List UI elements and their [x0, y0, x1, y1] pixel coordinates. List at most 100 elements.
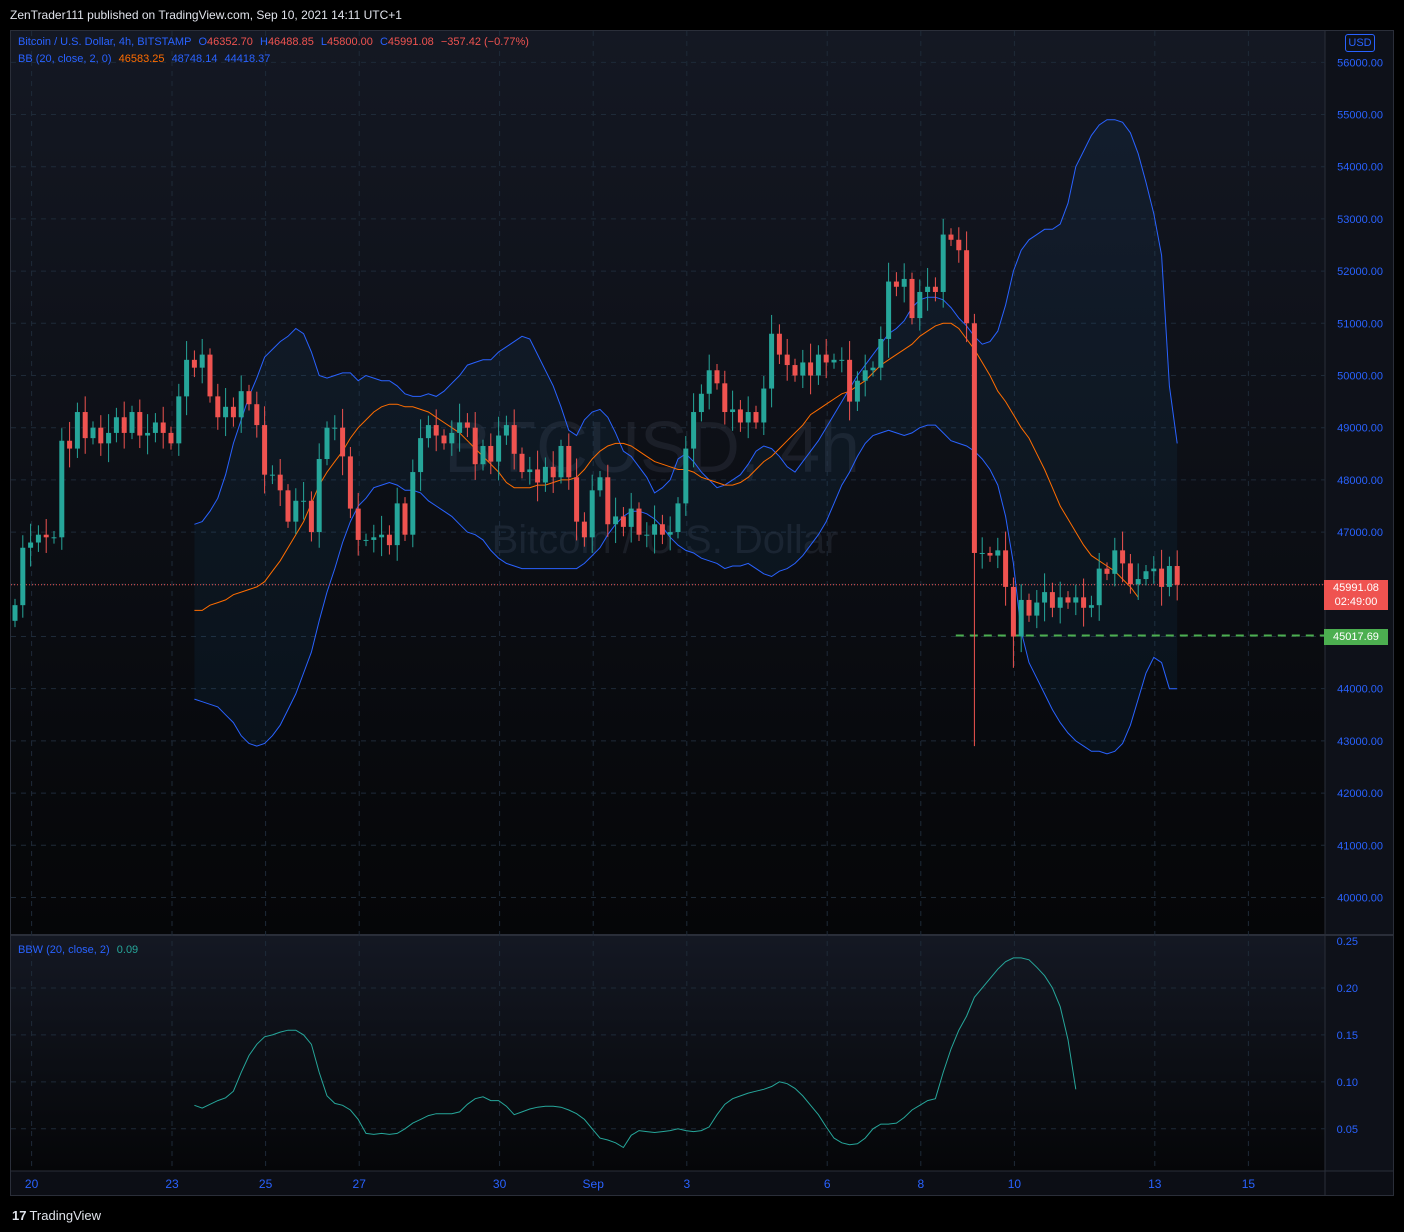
bbw-tick-label: 0.10 [1337, 1077, 1358, 1089]
candle-body [418, 438, 424, 473]
candle-body [472, 427, 478, 465]
tradingview-brand: TradingView [29, 1208, 102, 1223]
bb-basis-line [194, 322, 1139, 611]
candle-body [262, 425, 268, 475]
bb-lower-value: 44418.37 [224, 53, 271, 65]
candle-body [722, 383, 728, 413]
bbw-line [194, 957, 1077, 1149]
time-tick-label: 27 [353, 1177, 367, 1191]
candle-body [706, 370, 712, 394]
bollinger-band-fill [194, 119, 1178, 754]
price-tick-label: 50000.00 [1337, 370, 1383, 382]
bbw-tick-label: 0.15 [1337, 1030, 1358, 1042]
candle-body [1034, 602, 1040, 616]
price-tick-label: 53000.00 [1337, 214, 1383, 226]
candle-body [402, 503, 408, 535]
candle-body [964, 250, 970, 324]
candle-body [394, 503, 400, 546]
bbw-tick-label: 0.05 [1337, 1124, 1358, 1136]
candle-body [714, 370, 720, 384]
open-value: 46352.70 [207, 36, 253, 48]
candle-body [644, 534, 650, 536]
main-legend[interactable]: Bitcoin / U.S. Dollar, 4h, BITSTAMP O463… [18, 36, 533, 48]
candle-body [698, 393, 704, 413]
candle-body [620, 516, 626, 527]
candle-body [215, 396, 221, 418]
candle-body [433, 425, 439, 436]
candle-body [1088, 605, 1094, 608]
candle-body [956, 239, 962, 251]
time-axis: 20 23 25 27 30 Sep 3 6 8 10 13 15 [25, 1177, 1255, 1191]
candle-body [1042, 592, 1048, 603]
candle-body [199, 354, 205, 368]
bb-legend[interactable]: BB (20, close, 2, 0) 46583.25 48748.14 4… [18, 53, 274, 65]
publisher-line: ZenTrader111 published on TradingView.co… [10, 8, 402, 22]
candle-body [51, 537, 57, 539]
tradingview-logo[interactable]: 17 TradingView [12, 1208, 101, 1223]
candle-body [191, 359, 197, 368]
bbw-legend[interactable]: BBW (20, close, 2) 0.09 [18, 944, 142, 956]
candle-body [862, 370, 868, 381]
candle-body [800, 362, 806, 376]
candle-body [98, 427, 104, 444]
candle-body [776, 333, 782, 355]
low-value: 45800.00 [327, 36, 373, 48]
candle-body [550, 466, 556, 478]
time-tick-label: 23 [165, 1177, 179, 1191]
bbw-axis: 0.25 0.20 0.15 0.10 0.05 [1337, 936, 1358, 1136]
candle-body [347, 456, 353, 509]
candle-body [605, 477, 611, 525]
candle-body [1010, 586, 1016, 637]
watermark-description: Bitcoin / U.S. Dollar [492, 518, 839, 562]
close-value: 45991.08 [387, 36, 434, 48]
candle-body [1112, 550, 1118, 574]
candle-body [675, 503, 681, 533]
candle-body [480, 445, 486, 465]
candle-body [761, 388, 767, 423]
candle-body [371, 537, 377, 540]
candle-body [238, 391, 244, 418]
candle-body [784, 354, 790, 366]
candle-body [129, 412, 135, 433]
candle-body [496, 435, 502, 462]
candle-body [870, 367, 876, 371]
candle-body [542, 466, 548, 483]
candle-body [823, 354, 829, 363]
candle-body [308, 500, 314, 533]
candle-body [379, 534, 385, 538]
candle-body [20, 547, 26, 606]
price-tick-label: 44000.00 [1337, 684, 1383, 696]
bb-fill-area [194, 119, 1178, 754]
bbw-indicator [194, 957, 1077, 1149]
time-tick-label: Sep [583, 1177, 605, 1191]
candle-body [1065, 597, 1071, 603]
candle-body [113, 417, 119, 433]
time-tick-label: 13 [1148, 1177, 1162, 1191]
candle-body [1096, 568, 1102, 606]
candle-body [893, 281, 899, 287]
candle-body [363, 539, 369, 541]
candle-body [940, 234, 946, 292]
candle-body [886, 281, 892, 339]
candle-body [301, 500, 307, 502]
candle-body [1143, 571, 1149, 580]
price-tick-label: 42000.00 [1337, 788, 1383, 800]
candle-body [43, 534, 49, 538]
candle-body [909, 278, 915, 319]
candle-body [932, 286, 938, 292]
bbw-tick-label: 0.20 [1337, 983, 1358, 995]
price-tick-label: 49000.00 [1337, 423, 1383, 435]
candle-body [1166, 566, 1172, 587]
price-tick-label: 55000.00 [1337, 110, 1383, 122]
price-tick-label: 52000.00 [1337, 266, 1383, 278]
tradingview-logo-icon: 17 [12, 1208, 27, 1223]
candle-body [12, 605, 18, 621]
currency-button[interactable]: USD [1345, 34, 1375, 52]
candle-body [979, 552, 985, 554]
candle-body [121, 417, 127, 433]
candle-body [815, 354, 821, 376]
candle-body [269, 474, 275, 476]
candle-body [971, 323, 977, 553]
publisher-bar: ZenTrader111 published on TradingView.co… [0, 0, 1404, 30]
